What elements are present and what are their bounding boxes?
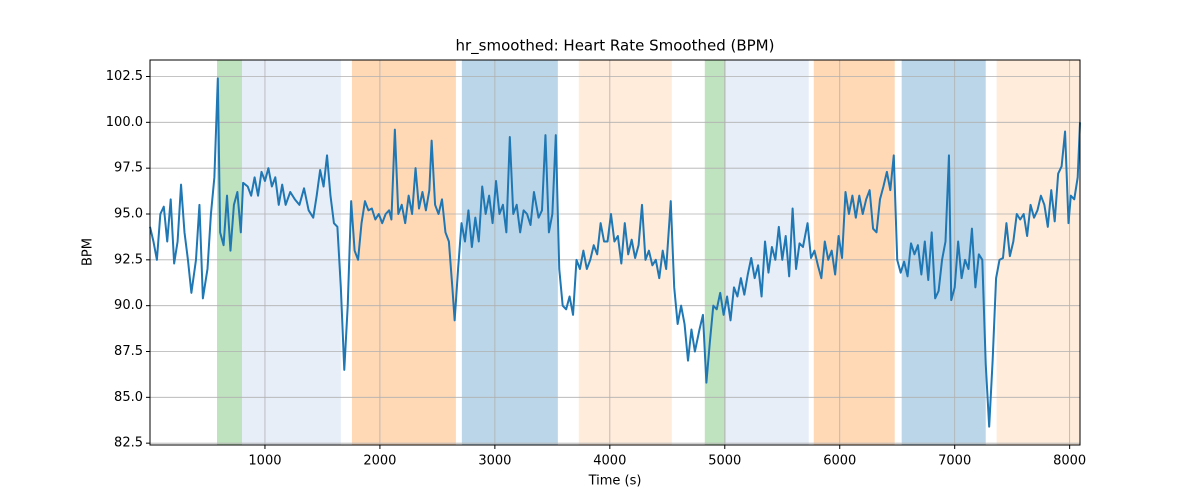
y-tick-label: 82.5 <box>114 436 143 451</box>
y-axis-label: BPM <box>81 238 96 266</box>
x-tick-label: 3000 <box>478 454 511 469</box>
x-tick-label: 5000 <box>708 454 741 469</box>
shaded-region <box>351 60 456 445</box>
shaded-region <box>704 60 726 445</box>
y-tick-label: 85.0 <box>114 390 143 405</box>
x-tick-label: 4000 <box>593 454 626 469</box>
y-tick-label: 92.5 <box>114 252 143 267</box>
y-tick-label: 97.5 <box>114 161 143 176</box>
shaded-region <box>461 60 558 445</box>
shaded-region <box>578 60 672 445</box>
y-tick-label: 87.5 <box>114 344 143 359</box>
y-tick-label: 102.5 <box>106 69 143 84</box>
x-tick-label: 7000 <box>938 454 971 469</box>
x-tick-label: 1000 <box>248 454 281 469</box>
y-tick-label: 95.0 <box>114 207 143 222</box>
plot-frame <box>149 59 1081 446</box>
shaded-region <box>241 60 341 445</box>
x-tick-label: 8000 <box>1053 454 1086 469</box>
x-axis-label: Time (s) <box>588 474 642 489</box>
data-line <box>149 77 1081 428</box>
chart-title: hr_smoothed: Heart Rate Smoothed (BPM) <box>456 37 775 56</box>
shaded-region <box>217 60 242 445</box>
shaded-region <box>725 60 809 445</box>
x-tick-label: 2000 <box>363 454 396 469</box>
x-tick-label: 6000 <box>823 454 856 469</box>
y-tick-label: 100.0 <box>106 115 143 130</box>
y-tick-label: 90.0 <box>114 298 143 313</box>
